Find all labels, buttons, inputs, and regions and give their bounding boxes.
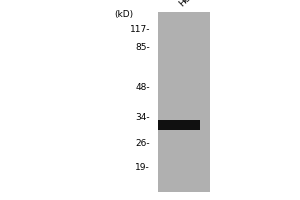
Bar	[158, 12, 210, 192]
Text: 85-: 85-	[135, 43, 150, 51]
Text: 48-: 48-	[135, 84, 150, 92]
Text: HeLa: HeLa	[178, 0, 200, 8]
Text: 19-: 19-	[135, 164, 150, 172]
Bar	[158, 120, 200, 130]
Text: 34-: 34-	[135, 114, 150, 122]
Text: 26-: 26-	[135, 138, 150, 148]
Text: 117-: 117-	[130, 25, 150, 34]
Text: (kD): (kD)	[114, 10, 133, 19]
